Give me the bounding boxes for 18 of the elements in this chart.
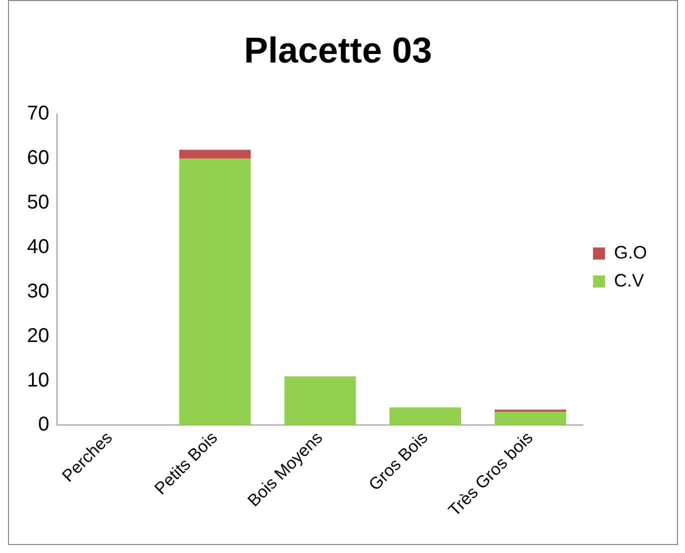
bar	[390, 407, 462, 426]
bar	[179, 158, 251, 426]
chart-title: Placette 03	[244, 30, 432, 71]
y-tick-label: 30	[26, 280, 50, 302]
y-tick-label: 70	[26, 102, 50, 125]
y-tick-label: 20	[26, 324, 50, 347]
bar	[494, 412, 566, 426]
y-tick-label: 40	[26, 236, 50, 258]
bar	[179, 150, 251, 159]
y-tick-label: 50	[26, 192, 50, 214]
y-tick-label: 0	[38, 414, 50, 436]
bar	[284, 376, 356, 426]
y-tick-label: 60	[26, 147, 50, 170]
y-tick-label: 10	[26, 369, 50, 392]
legend-label: C.V	[614, 270, 644, 290]
x-tick-label: Gros Bois	[365, 428, 432, 494]
legend-label: G.O	[614, 242, 648, 262]
x-tick-label: Très Gros bois	[444, 428, 537, 520]
